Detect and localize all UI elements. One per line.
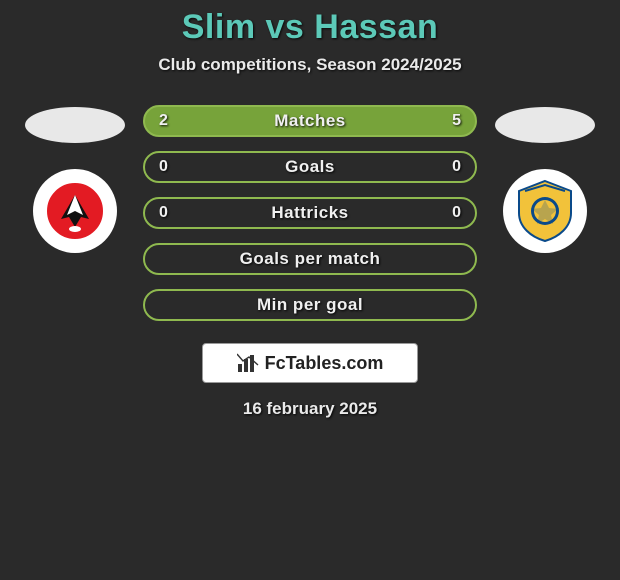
stat-right-value: 0 (452, 158, 461, 176)
stat-row: Goals per match (143, 243, 477, 275)
stat-left-value: 0 (159, 204, 168, 222)
shield-ball-icon (509, 175, 581, 247)
stat-label: Goals (285, 157, 335, 177)
stat-right-value: 5 (452, 112, 461, 130)
eagle-icon (45, 181, 105, 241)
left-club-badge (33, 169, 117, 253)
brand-box: FcTables.com (202, 343, 418, 383)
stat-row: 2 Matches 5 (143, 105, 477, 137)
footer-date: 16 february 2025 (0, 399, 620, 419)
stat-label: Matches (274, 111, 346, 131)
stat-label: Min per goal (257, 295, 363, 315)
stat-row: Min per goal (143, 289, 477, 321)
page-title: Slim vs Hassan (0, 8, 620, 47)
left-flag (25, 107, 125, 143)
right-side (495, 105, 595, 253)
page-subtitle: Club competitions, Season 2024/2025 (0, 55, 620, 75)
stat-left-value: 0 (159, 158, 168, 176)
stat-row: 0 Goals 0 (143, 151, 477, 183)
brand-text: FcTables.com (265, 353, 384, 374)
stat-label: Goals per match (240, 249, 381, 269)
comparison-card: Slim vs Hassan Club competitions, Season… (0, 0, 620, 419)
bar-chart-icon (237, 353, 259, 373)
stat-row: 0 Hattricks 0 (143, 197, 477, 229)
stat-right-value: 0 (452, 204, 461, 222)
stat-label: Hattricks (271, 203, 348, 223)
stats-column: 2 Matches 5 0 Goals 0 0 Hattricks 0 Goals per mat… (143, 105, 477, 321)
right-flag (495, 107, 595, 143)
left-side (25, 105, 125, 253)
body-row: 2 Matches 5 0 Goals 0 0 Hattricks 0 Goals per mat… (0, 105, 620, 321)
stat-left-value: 2 (159, 112, 168, 130)
right-club-badge (503, 169, 587, 253)
